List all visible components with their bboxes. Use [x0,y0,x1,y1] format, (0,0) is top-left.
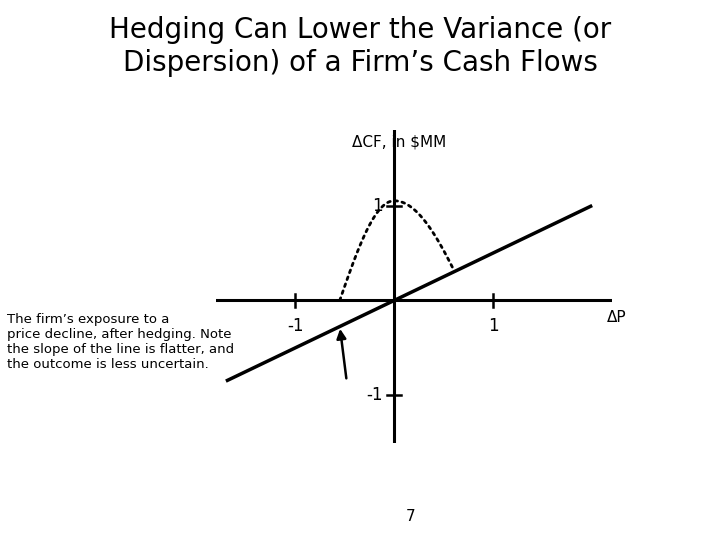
Text: ΔCF, in $MM: ΔCF, in $MM [352,134,446,150]
Text: Hedging Can Lower the Variance (or
Dispersion) of a Firm’s Cash Flows: Hedging Can Lower the Variance (or Dispe… [109,16,611,77]
Text: ΔP: ΔP [607,310,626,325]
Text: 1: 1 [488,316,498,335]
Text: The firm’s exposure to a
price decline, after hedging. Note
the slope of the lin: The firm’s exposure to a price decline, … [7,313,234,371]
Text: -1: -1 [366,386,382,404]
Text: 1: 1 [372,197,382,214]
Text: 7: 7 [405,509,415,524]
Text: -1: -1 [287,316,303,335]
